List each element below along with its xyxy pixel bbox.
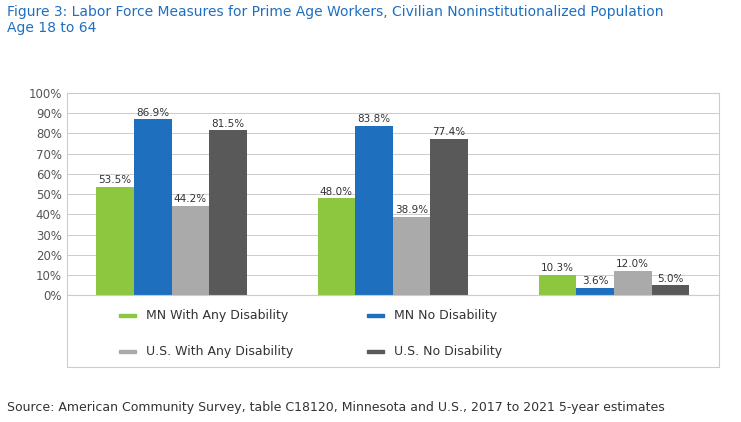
Bar [614,271,651,295]
Bar [96,187,134,295]
Text: 53.5%: 53.5% [99,176,132,185]
Bar [576,288,614,295]
Bar [209,130,247,295]
Bar [367,314,385,317]
Bar [119,350,136,353]
Text: MN With Any Disability: MN With Any Disability [146,309,288,322]
Text: 5.0%: 5.0% [657,273,683,284]
Text: 3.6%: 3.6% [582,276,608,287]
Bar [367,350,385,353]
Bar [651,285,689,295]
Bar [171,206,209,295]
Text: MN No Disability: MN No Disability [394,309,497,322]
Text: 12.0%: 12.0% [617,260,649,270]
Bar [355,126,393,295]
Text: 48.0%: 48.0% [320,187,353,197]
Bar [119,314,136,317]
Text: 77.4%: 77.4% [433,127,465,137]
Text: 44.2%: 44.2% [174,194,207,204]
Text: 38.9%: 38.9% [395,205,428,215]
Text: 81.5%: 81.5% [211,119,245,129]
Bar [539,275,576,295]
Bar [318,198,355,295]
Text: Figure 3: Labor Force Measures for Prime Age Workers, Civilian Noninstitutionali: Figure 3: Labor Force Measures for Prime… [7,5,664,35]
Text: 83.8%: 83.8% [357,114,391,124]
Bar [393,216,431,295]
Text: U.S. No Disability: U.S. No Disability [394,345,502,358]
Text: Source: American Community Survey, table C18120, Minnesota and U.S., 2017 to 202: Source: American Community Survey, table… [7,400,665,414]
Bar [431,138,468,295]
Text: U.S. With Any Disability: U.S. With Any Disability [146,345,293,358]
Bar [134,119,171,295]
Text: 86.9%: 86.9% [136,108,169,118]
Text: 10.3%: 10.3% [541,263,574,273]
